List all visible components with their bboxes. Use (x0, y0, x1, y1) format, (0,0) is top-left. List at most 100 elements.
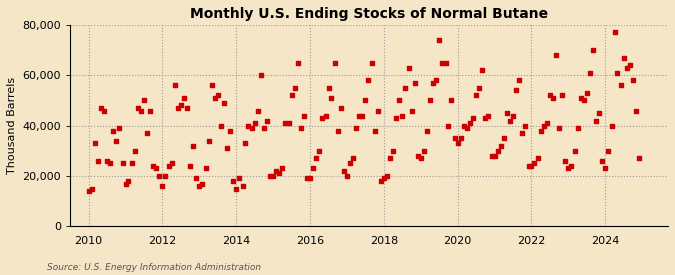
Point (277, 166, 288, 170)
Point (274, 171, 285, 176)
Point (206, 83, 217, 87)
Point (372, 108, 383, 113)
Point (385, 156, 396, 161)
Point (252, 108, 263, 113)
Point (616, 83, 626, 87)
Point (566, 164, 576, 168)
Point (203, 139, 214, 143)
Point (569, 148, 580, 153)
Point (538, 123, 549, 128)
Point (280, 121, 291, 125)
Point (261, 118, 272, 123)
Point (108, 128, 119, 133)
Point (379, 176, 389, 181)
Point (120, 181, 131, 186)
Point (437, 60, 448, 65)
Point (545, 93, 556, 98)
Point (529, 161, 540, 166)
Point (363, 78, 374, 82)
Point (317, 116, 327, 120)
Point (412, 154, 423, 158)
Point (458, 123, 469, 128)
Point (492, 148, 503, 153)
Point (351, 126, 362, 130)
Point (157, 184, 168, 188)
Point (228, 179, 239, 183)
Point (86, 186, 97, 191)
Point (130, 148, 140, 153)
Point (391, 116, 402, 120)
Point (508, 113, 518, 118)
Point (495, 144, 506, 148)
Point (132, 106, 143, 110)
Point (292, 60, 303, 65)
Point (526, 164, 537, 168)
Point (95, 106, 106, 110)
Point (360, 98, 371, 103)
Point (348, 156, 358, 161)
Point (557, 93, 568, 98)
Point (111, 139, 122, 143)
Point (560, 159, 571, 163)
Point (618, 56, 629, 60)
Point (219, 101, 230, 105)
Point (237, 184, 248, 188)
Point (145, 108, 156, 113)
Point (422, 128, 433, 133)
Point (634, 156, 645, 161)
Point (581, 91, 592, 95)
Point (176, 103, 186, 108)
Point (431, 78, 441, 82)
Point (606, 123, 617, 128)
Point (213, 93, 223, 98)
Point (535, 128, 546, 133)
Point (612, 70, 623, 75)
Point (523, 164, 534, 168)
Point (578, 98, 589, 103)
Point (166, 161, 177, 166)
Point (151, 166, 161, 170)
Point (514, 78, 524, 82)
Point (200, 166, 211, 170)
Point (221, 146, 232, 150)
Point (575, 96, 586, 100)
Point (320, 113, 331, 118)
Point (477, 68, 488, 72)
Point (231, 186, 242, 191)
Point (624, 63, 635, 67)
Title: Monthly U.S. Ending Stocks of Normal Butane: Monthly U.S. Ending Stocks of Normal But… (190, 7, 548, 21)
Point (597, 159, 608, 163)
Point (173, 106, 184, 110)
Point (498, 136, 509, 141)
Point (603, 148, 614, 153)
Point (406, 108, 417, 113)
Point (551, 53, 562, 57)
Point (83, 189, 94, 193)
Point (191, 176, 202, 181)
Point (314, 148, 325, 153)
Point (409, 81, 420, 85)
Point (335, 106, 346, 110)
Point (308, 166, 319, 170)
Point (304, 176, 315, 181)
Point (123, 179, 134, 183)
Point (163, 164, 174, 168)
Point (265, 174, 275, 178)
Point (563, 166, 574, 170)
Point (296, 126, 306, 130)
Point (502, 111, 512, 115)
Point (464, 121, 475, 125)
Point (468, 116, 479, 120)
Point (326, 96, 337, 100)
Point (400, 86, 410, 90)
Point (628, 78, 639, 82)
Point (425, 98, 435, 103)
Point (136, 108, 146, 113)
Point (256, 73, 267, 78)
Point (142, 131, 153, 135)
Point (188, 144, 198, 148)
Point (591, 118, 601, 123)
Point (240, 141, 251, 145)
Point (209, 96, 220, 100)
Point (197, 181, 208, 186)
